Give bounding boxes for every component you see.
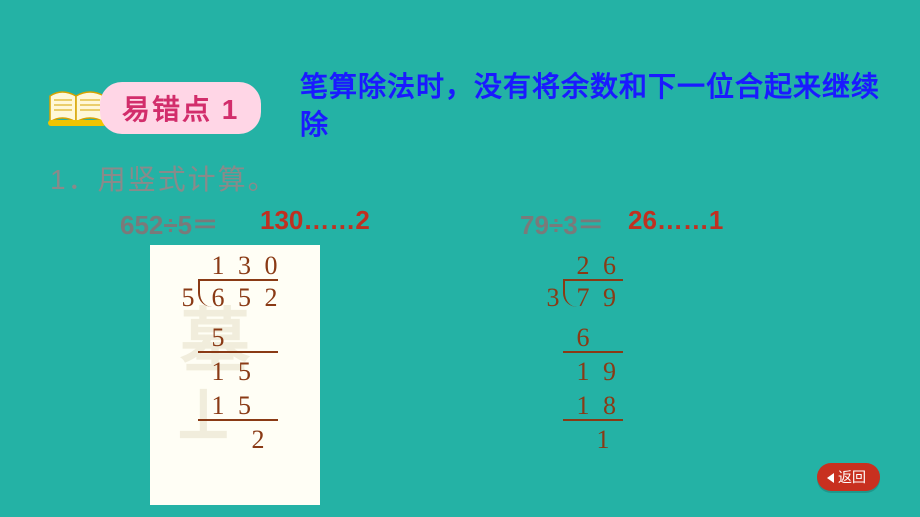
mistake-point-badge: 易错点 1 — [100, 82, 261, 134]
explanation-text: 笔算除法时，没有将余数和下一位合起来继续除 — [300, 68, 890, 144]
problem-1-expression: 652÷5＝ — [120, 205, 218, 242]
problem-2-answer: 26……1 — [628, 205, 723, 236]
problem-2-expression: 79÷3＝ — [520, 205, 604, 242]
problem-1-answer: 130……2 — [260, 205, 370, 236]
question-text: 1．用竖式计算。 — [50, 158, 278, 198]
return-icon — [827, 473, 834, 483]
book-icon — [48, 86, 106, 128]
return-button[interactable]: 返回 — [817, 463, 880, 491]
return-label: 返回 — [838, 469, 866, 485]
long-division-1: 墓 ⟂ 1 3 0 5 6 5 2 5 1 5 1 5 2 — [150, 245, 320, 505]
long-division-2: 2 6 3 7 9 6 1 9 1 8 1 — [525, 245, 685, 495]
